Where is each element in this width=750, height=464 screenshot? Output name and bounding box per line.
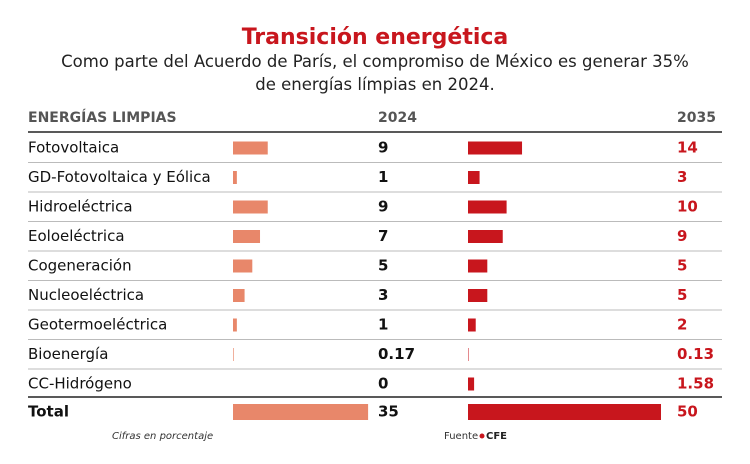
- bar: [233, 404, 369, 420]
- value-label: 10: [677, 198, 698, 216]
- bar: [233, 141, 268, 155]
- source: CFE: [486, 431, 507, 442]
- value-label: 9: [378, 139, 388, 157]
- value-label: 2: [677, 316, 687, 334]
- note: Cifras en porcentaje: [112, 431, 213, 442]
- value-label: 1: [378, 316, 388, 334]
- bar: [233, 348, 234, 361]
- category-label: Total: [28, 403, 69, 421]
- value-label: 9: [378, 198, 388, 216]
- value-label: 35: [378, 403, 399, 421]
- bar: [468, 259, 488, 273]
- category-label: GD-Fotovoltaica y Eólica: [28, 168, 211, 186]
- value-label: 3: [378, 286, 388, 304]
- value-label: 0: [378, 375, 388, 393]
- legend-2035: 2035: [677, 110, 716, 126]
- source-bullet: [479, 433, 485, 439]
- chart-title: Transición energética: [242, 25, 509, 50]
- value-label: 5: [677, 257, 687, 275]
- bar: [468, 318, 476, 332]
- value-label: 3: [677, 168, 687, 186]
- bar: [233, 289, 245, 302]
- category-label: Eoloeléctrica: [28, 227, 125, 245]
- category-label: CC-Hidrógeno: [28, 375, 132, 393]
- category-label: Fotovoltaica: [28, 139, 119, 157]
- value-label: 0.17: [378, 345, 415, 363]
- bar: [233, 230, 261, 243]
- bar: [233, 259, 253, 273]
- category-label: Hidroeléctrica: [28, 198, 133, 216]
- value-label: 1.58: [677, 375, 714, 393]
- bar: [233, 318, 237, 332]
- value-label: 14: [677, 139, 698, 157]
- category-label: Geotermoeléctrica: [28, 316, 167, 334]
- category-label: Bioenergía: [28, 345, 108, 363]
- bar: [468, 200, 507, 214]
- category-label: Nucleoeléctrica: [28, 286, 144, 304]
- value-label: 0.13: [677, 345, 714, 363]
- value-label: 5: [677, 286, 687, 304]
- value-label: 5: [378, 257, 388, 275]
- subtitle: Como parte del Acuerdo de París, el comp…: [61, 52, 689, 94]
- legend-2024: 2024: [378, 110, 417, 126]
- bar: [468, 289, 488, 302]
- bar: [468, 141, 523, 155]
- source-label: Fuente: [444, 431, 478, 442]
- column-header: ENERGÍAS LIMPIAS: [28, 109, 177, 126]
- bar: [233, 200, 268, 214]
- value-label: 1: [378, 168, 388, 186]
- bar: [468, 171, 480, 184]
- value-label: 50: [677, 403, 698, 421]
- bar: [233, 171, 237, 184]
- bar: [468, 230, 503, 243]
- bar: [468, 377, 475, 391]
- value-label: 9: [677, 227, 687, 245]
- bar: [468, 404, 661, 420]
- value-label: 7: [378, 227, 388, 245]
- bar: [468, 348, 469, 361]
- category-label: Cogeneración: [28, 257, 132, 275]
